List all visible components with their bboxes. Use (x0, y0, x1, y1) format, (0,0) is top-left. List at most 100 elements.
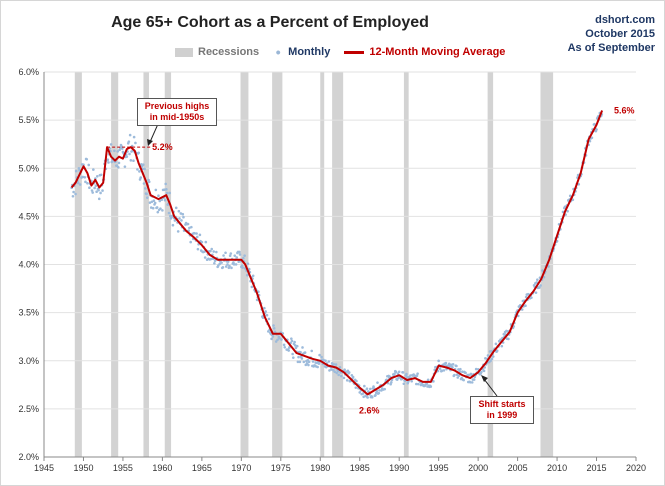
monthly-point (156, 210, 160, 214)
monthly-point (107, 161, 110, 164)
monthly-point (390, 381, 393, 384)
monthly-point (138, 170, 141, 173)
monthly-point (142, 163, 145, 167)
monthly-point (132, 135, 136, 139)
monthly-point (129, 159, 133, 162)
monthly-point (343, 368, 346, 371)
monthly-point (196, 247, 200, 251)
monthly-point (434, 365, 437, 369)
monthly-point (272, 327, 276, 330)
x-tick-label: 1965 (192, 463, 212, 473)
legend-ma-swatch (344, 50, 365, 54)
monthly-point (245, 273, 249, 277)
monthly-point (117, 161, 121, 165)
monthly-point (159, 207, 162, 210)
monthly-point (449, 363, 453, 367)
monthly-point (174, 206, 178, 210)
monthly-point (250, 285, 254, 289)
y-tick-label: 3.0% (18, 356, 39, 366)
monthly-point (160, 198, 164, 202)
x-tick-label: 1995 (429, 463, 449, 473)
monthly-point (265, 313, 269, 317)
monthly-point (136, 168, 139, 171)
monthly-point (293, 340, 296, 344)
monthly-point (243, 254, 246, 257)
monthly-point (123, 165, 127, 168)
monthly-point (494, 342, 498, 346)
monthly-point (432, 380, 435, 383)
monthly-point (524, 295, 528, 299)
monthly-point (272, 324, 275, 327)
monthly-point (125, 155, 129, 158)
previous-high-label: 5.2% (152, 142, 173, 152)
x-tick-label: 2020 (626, 463, 646, 473)
monthly-point (457, 374, 461, 378)
monthly-point (355, 379, 358, 383)
monthly-point (365, 387, 369, 390)
monthly-point (150, 200, 154, 204)
credit-date: October 2015 (585, 28, 655, 40)
monthly-point (242, 256, 245, 260)
x-tick-label: 1975 (271, 463, 291, 473)
monthly-point (78, 183, 82, 186)
monthly-point (204, 240, 208, 244)
monthly-point (502, 332, 506, 336)
monthly-point (230, 266, 233, 270)
monthly-point (132, 159, 135, 163)
monthly-point (97, 188, 100, 192)
monthly-point (280, 338, 283, 341)
low-label: 2.6% (359, 405, 380, 415)
monthly-point (455, 364, 458, 368)
monthly-point (410, 379, 413, 383)
y-tick-label: 2.5% (18, 404, 39, 414)
monthly-point (157, 194, 160, 198)
shift-arrow (483, 378, 498, 397)
monthly-point (291, 352, 294, 356)
monthly-point (307, 360, 311, 364)
monthly-point (161, 209, 164, 212)
monthly-point (482, 369, 486, 373)
x-tick-label: 1985 (350, 463, 370, 473)
monthly-point (368, 387, 372, 391)
monthly-point (297, 355, 300, 359)
monthly-point (85, 157, 89, 161)
monthly-point (137, 151, 141, 155)
monthly-point (234, 263, 238, 266)
monthly-point (595, 128, 598, 131)
monthly-point (264, 310, 267, 313)
monthly-point (362, 395, 365, 399)
monthly-point (165, 191, 169, 195)
monthly-point (455, 373, 459, 376)
monthly-point (209, 249, 212, 253)
monthly-point (409, 374, 412, 377)
monthly-point (128, 152, 131, 156)
monthly-point (484, 357, 487, 360)
annotation-shift-1999: Shift starts in 1999 (470, 396, 534, 424)
monthly-point (74, 169, 78, 173)
monthly-point (437, 359, 440, 363)
monthly-point (491, 355, 495, 358)
y-tick-label: 5.0% (18, 163, 39, 173)
monthly-point (345, 379, 349, 382)
monthly-point (486, 354, 490, 357)
monthly-point (247, 267, 251, 271)
monthly-point (571, 198, 575, 202)
credit-asof: As of September (567, 42, 655, 54)
monthly-point (375, 389, 379, 393)
monthly-point (145, 196, 149, 199)
monthly-point (480, 370, 483, 374)
monthly-point (538, 286, 541, 289)
x-tick-label: 1980 (310, 463, 330, 473)
monthly-point (171, 223, 175, 227)
monthly-point (340, 374, 343, 378)
monthly-point (117, 165, 120, 169)
monthly-point (303, 351, 307, 354)
monthly-point (370, 395, 374, 399)
monthly-point (198, 233, 202, 237)
monthly-point (299, 350, 302, 354)
monthly-point (468, 381, 472, 384)
monthly-point (178, 217, 181, 220)
monthly-point (274, 340, 278, 343)
monthly-point (316, 365, 319, 369)
monthly-point (298, 360, 302, 364)
